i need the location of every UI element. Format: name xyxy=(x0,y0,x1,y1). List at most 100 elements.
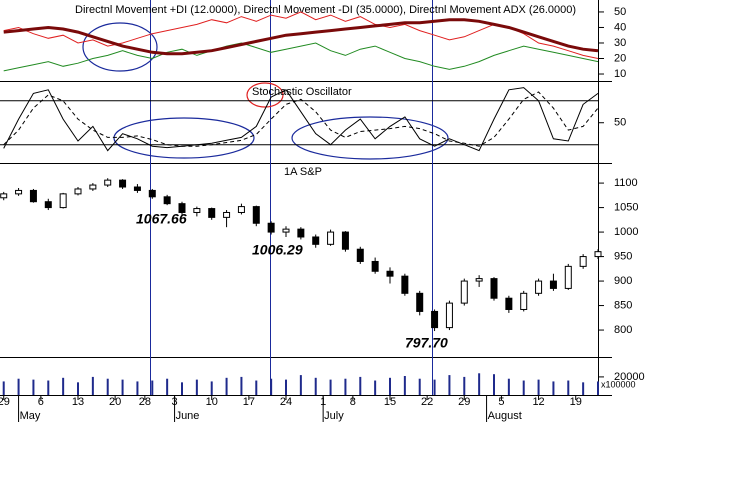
candle-body xyxy=(178,203,186,213)
volume-bar xyxy=(567,380,570,395)
ellipse xyxy=(113,117,255,159)
volume-bar xyxy=(47,380,50,395)
y-tick-label: 800 xyxy=(614,324,632,336)
candle-body xyxy=(460,280,468,304)
x-tick-label: 29 xyxy=(458,396,470,408)
y-tick-label: 950 xyxy=(614,250,632,262)
candle-body xyxy=(208,208,216,218)
volume-bar xyxy=(433,379,436,395)
price-annotation: 1067.66 xyxy=(136,211,187,227)
candle-body xyxy=(29,189,37,203)
candle-body xyxy=(475,278,483,282)
volume-bar xyxy=(537,379,540,395)
candle-body xyxy=(341,231,349,250)
candle-body xyxy=(594,251,602,258)
x-tick-label: 15 xyxy=(384,396,396,408)
price-annotation: 1006.29 xyxy=(252,242,303,258)
candle-body xyxy=(371,260,379,272)
x-tick-label: 10 xyxy=(206,396,218,408)
volume-bar xyxy=(225,377,228,395)
stochastic-title: Stochastic Oscillator xyxy=(252,86,352,98)
candle-body xyxy=(74,188,82,195)
candle-body xyxy=(297,228,305,238)
candle-body xyxy=(223,211,231,218)
volume-bar xyxy=(344,378,347,395)
y-tick-label: 50 xyxy=(614,117,626,129)
candle-body xyxy=(416,292,424,312)
volume-bar xyxy=(359,376,362,395)
volume-bar xyxy=(597,381,599,395)
line-series xyxy=(3,91,599,147)
volume-unit: x100000 xyxy=(601,379,636,389)
volume-bar xyxy=(478,373,481,395)
x-tick-label: 13 xyxy=(72,396,84,408)
candle-body xyxy=(401,275,409,294)
x-tick-label: 6 xyxy=(38,396,44,408)
y-tick-label: 850 xyxy=(614,299,632,311)
y-tick-label: 10 xyxy=(614,68,626,80)
candle-body xyxy=(119,179,127,188)
volume-bar xyxy=(418,378,421,395)
candle-body xyxy=(445,302,453,329)
volume-bar xyxy=(91,376,94,395)
candle-body xyxy=(133,186,141,191)
y-tick-label: 20000 xyxy=(614,371,645,383)
volume-bar xyxy=(166,378,169,395)
candle-body xyxy=(564,265,572,289)
candle-body xyxy=(312,236,320,245)
volume-bar xyxy=(106,378,109,395)
candle-body xyxy=(252,206,260,224)
volume-bar xyxy=(403,376,406,395)
y-tick-label: 40 xyxy=(614,21,626,33)
candle-body xyxy=(59,193,67,209)
volume-bar xyxy=(62,377,65,395)
line-series xyxy=(3,42,599,72)
price-annotation: 797.70 xyxy=(405,335,448,351)
candle-body xyxy=(505,297,513,310)
x-tick-label: 5 xyxy=(498,396,504,408)
highlight-ellipses xyxy=(82,22,449,160)
y-tick-label: 50 xyxy=(614,6,626,18)
y-tick-label: 30 xyxy=(614,37,626,49)
month-label: May xyxy=(20,410,41,422)
x-tick-label: 20 xyxy=(109,396,121,408)
candle-body xyxy=(163,196,171,205)
volume-bar xyxy=(240,376,243,395)
volume-bar xyxy=(195,379,198,395)
volume-bar xyxy=(121,379,124,395)
ellipse xyxy=(291,116,449,160)
y-tick-label: 1000 xyxy=(614,226,638,238)
price-title: 1A S&P xyxy=(284,166,322,178)
volume-bar xyxy=(77,382,79,395)
candle-body xyxy=(327,231,335,245)
volume-bar xyxy=(255,380,258,395)
frame xyxy=(0,0,612,396)
month-label: June xyxy=(176,410,200,422)
volume-bar xyxy=(448,375,451,395)
y-tick-label: 1050 xyxy=(614,201,638,213)
candle-body xyxy=(193,208,201,213)
candle-body xyxy=(520,292,528,310)
candle-body xyxy=(579,256,587,267)
ellipse xyxy=(246,82,284,108)
volume-bar xyxy=(522,380,525,395)
volume-bar xyxy=(582,382,585,395)
candle-body xyxy=(104,179,112,186)
volume-bar xyxy=(210,381,213,395)
x-tick-label: 17 xyxy=(243,396,255,408)
candle-body xyxy=(237,206,245,213)
candle-body xyxy=(148,189,156,198)
x-tick-label: 19 xyxy=(570,396,582,408)
y-tick-label: 1100 xyxy=(614,177,638,189)
volume-bar xyxy=(151,380,154,395)
ellipse xyxy=(82,22,158,72)
month-label: August xyxy=(488,410,522,422)
volume-bar xyxy=(181,382,183,395)
candle-body xyxy=(490,278,498,299)
y-tick-label: 900 xyxy=(614,275,632,287)
candle-body xyxy=(535,280,543,294)
volume-bar xyxy=(552,381,555,395)
candle-body xyxy=(549,280,557,289)
volume-bar xyxy=(32,379,35,395)
